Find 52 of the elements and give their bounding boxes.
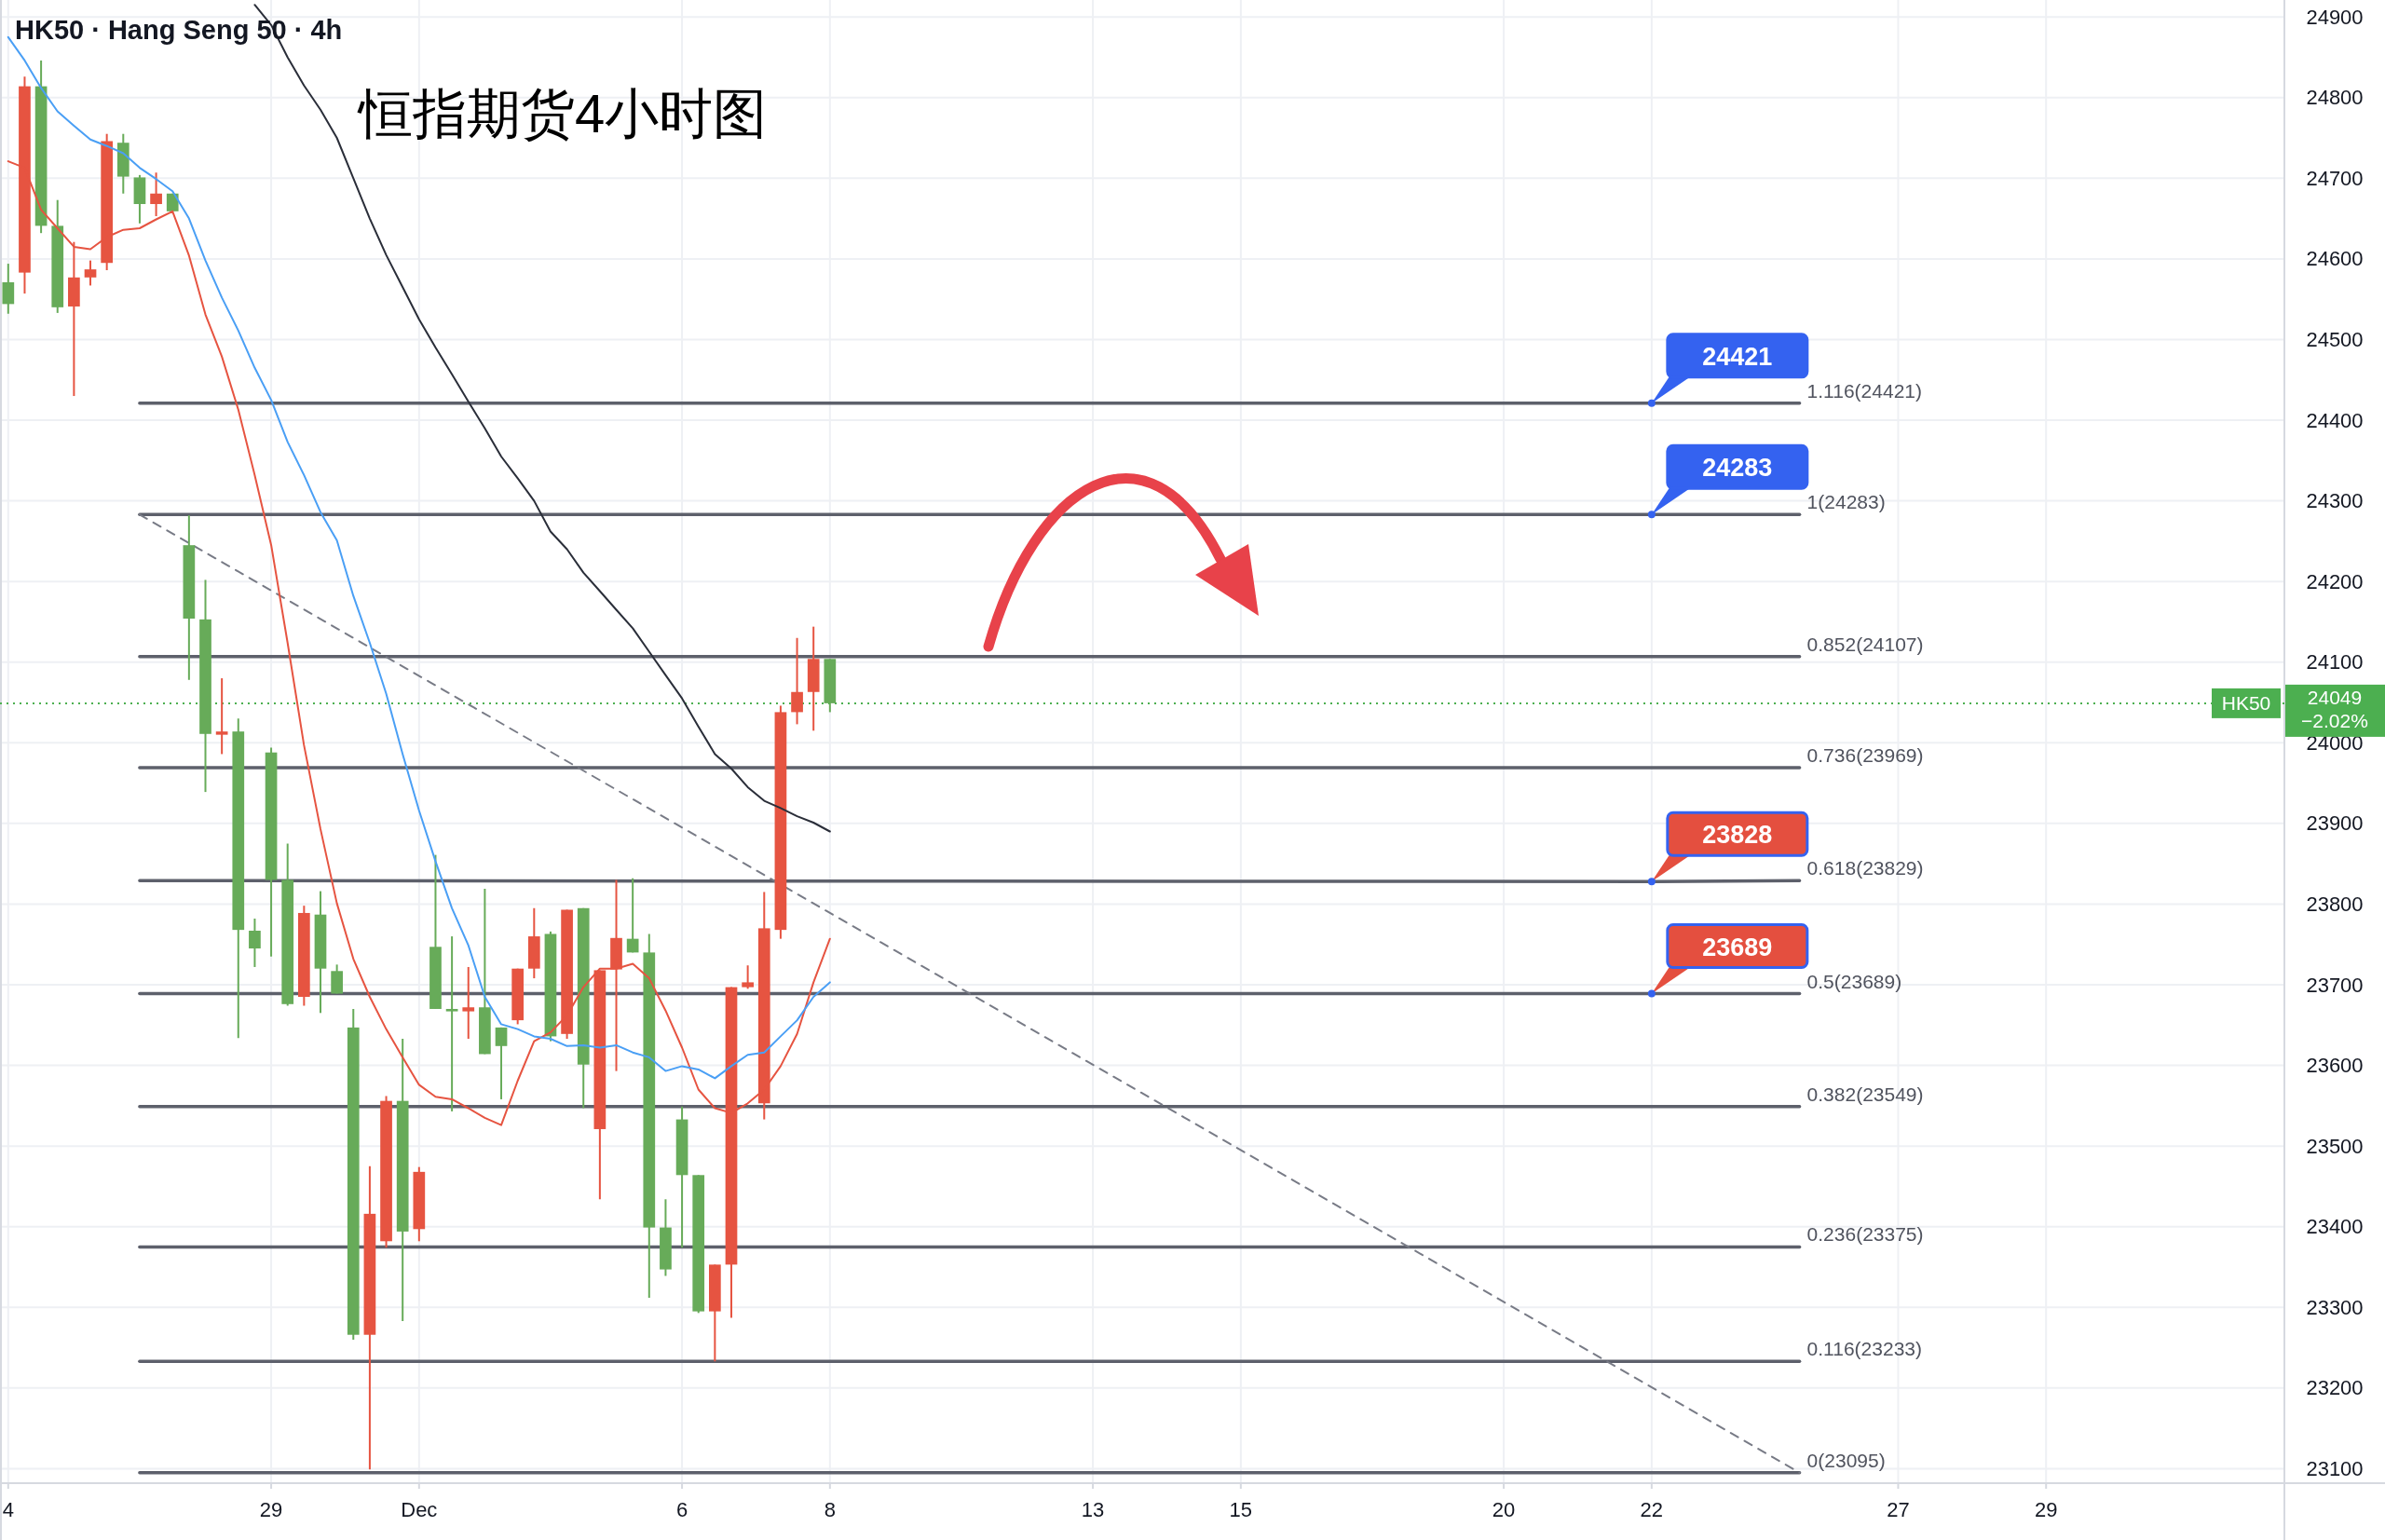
y-tick-label: 23200 (2306, 1376, 2364, 1400)
y-tick-label: 23400 (2306, 1215, 2364, 1239)
series-label: 0(23095) (1806, 1449, 1886, 1471)
x-tick-label: 13 (1081, 1498, 1105, 1521)
series-label: 0.5(23689) (1806, 970, 1902, 992)
callout: 24421 (1647, 333, 1809, 407)
y-tick-label: 24400 (2306, 408, 2364, 432)
series-label: 1.116(24421) (1806, 379, 1922, 402)
x-tick-label: 22 (1640, 1498, 1664, 1521)
series-label: 0.618(23829) (1806, 857, 1924, 879)
series-label: 0.852(24107) (1806, 633, 1924, 655)
y-tick-label: 23100 (2306, 1456, 2364, 1480)
series-label: 1(24283) (1806, 491, 1886, 513)
x-tick-label: Dec (401, 1498, 438, 1521)
y-tick-label: 24000 (2306, 730, 2364, 755)
callout: 24283 (1647, 443, 1809, 519)
y-tick-label: 24200 (2306, 569, 2364, 593)
line-series (253, 4, 831, 833)
y-tick-label: 24100 (2306, 650, 2364, 675)
x-tick-label: 8 (824, 1498, 836, 1521)
y-tick-label: 24900 (2306, 5, 2364, 29)
data-label: 23828 (1702, 821, 1773, 850)
y-tick-label: 23900 (2306, 811, 2364, 836)
text: −2.02% (2301, 710, 2368, 732)
x-tick-label: 6 (675, 1498, 688, 1521)
y-tick-label: 24700 (2306, 166, 2364, 190)
text: 恒指期货4小时图 (357, 83, 768, 143)
y-tick-label: 24300 (2306, 489, 2364, 513)
y-tick-label: 24500 (2306, 327, 2364, 351)
y-tick-label: 23600 (2306, 1054, 2364, 1078)
series-label: 0.116(23233) (1806, 1338, 1922, 1360)
y-tick-label: 23700 (2306, 973, 2364, 997)
x-tick-label: 20 (1492, 1498, 1516, 1521)
line-series (7, 160, 831, 1126)
series-label: 0.382(23549) (1806, 1083, 1924, 1105)
data-label: 24283 (1702, 454, 1773, 483)
x-tick-label: 29 (259, 1498, 283, 1521)
y-tick-label: 24800 (2306, 86, 2364, 110)
text: 24049 (2307, 687, 2363, 709)
y-tick-label: 23500 (2306, 1134, 2364, 1158)
series-label: 0.236(23375) (1806, 1223, 1924, 1246)
x-tick-label: 15 (1229, 1498, 1253, 1521)
series-label: 0.736(23969) (1806, 744, 1924, 767)
data-label: 24421 (1702, 342, 1773, 371)
data-label: 23689 (1702, 933, 1773, 961)
x-tick-label: 27 (1887, 1498, 1910, 1521)
y-tick-label: 24600 (2306, 247, 2364, 271)
x-tick-label: 4 (2, 1498, 14, 1521)
ref-line-label: HK50 (2221, 692, 2271, 715)
y-tick-label: 23300 (2306, 1295, 2364, 1319)
x-tick-label: 29 (2034, 1498, 2058, 1521)
y-tick-label: 23800 (2306, 892, 2364, 916)
